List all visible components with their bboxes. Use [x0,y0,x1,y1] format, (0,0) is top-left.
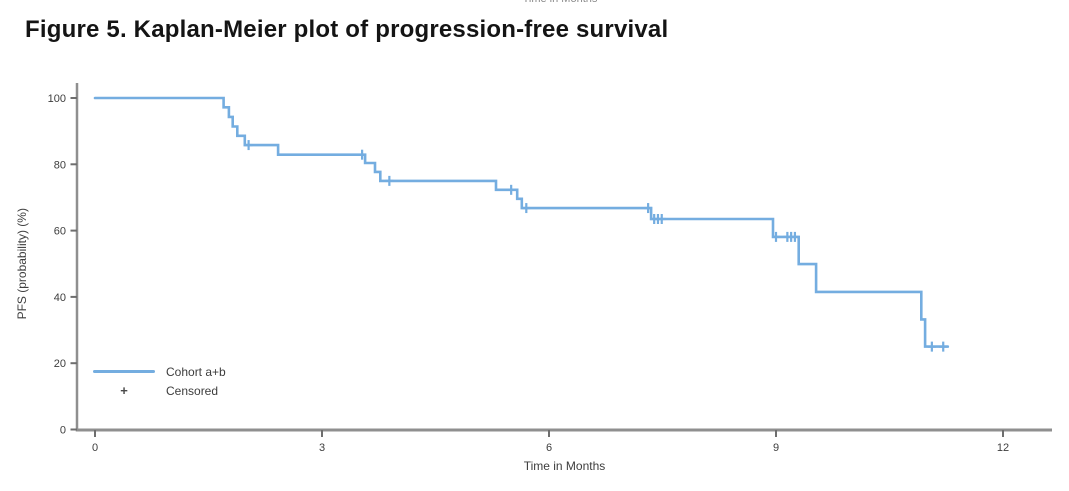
y-tick-label: 100 [48,93,66,105]
x-tick-label: 12 [997,442,1009,454]
x-tick-label: 0 [92,442,98,454]
legend-item-cohort: Cohort a+b [93,362,226,381]
survival-curve [93,96,950,348]
cohort-line-icon [93,370,155,373]
x-axis-label: Time in Months [524,459,606,473]
legend: Cohort a+b + Censored [93,362,226,400]
x-tick-label: 3 [319,442,325,454]
legend-item-label: Censored [166,383,219,398]
x-tick-label: 6 [546,442,552,454]
y-tick-label: 80 [54,159,66,171]
y-axis-label: PFS (probability) (%) [15,208,29,319]
y-tick-label: 0 [60,425,66,437]
y-tick-label: 60 [54,226,66,238]
figure-title: Figure 5. Kaplan-Meier plot of progressi… [25,16,669,43]
clipped-previous-axis-label: Time in Months [420,0,700,5]
y-tick-label: 40 [54,292,66,304]
legend-plus-swatch: + [93,384,155,397]
legend-item-censored: + Censored [93,381,226,400]
legend-item-label: Cohort a+b [166,364,226,379]
y-tick-label: 20 [54,358,66,370]
plus-icon: + [120,383,128,398]
legend-line-swatch [93,370,155,373]
x-tick-label: 9 [773,442,779,454]
